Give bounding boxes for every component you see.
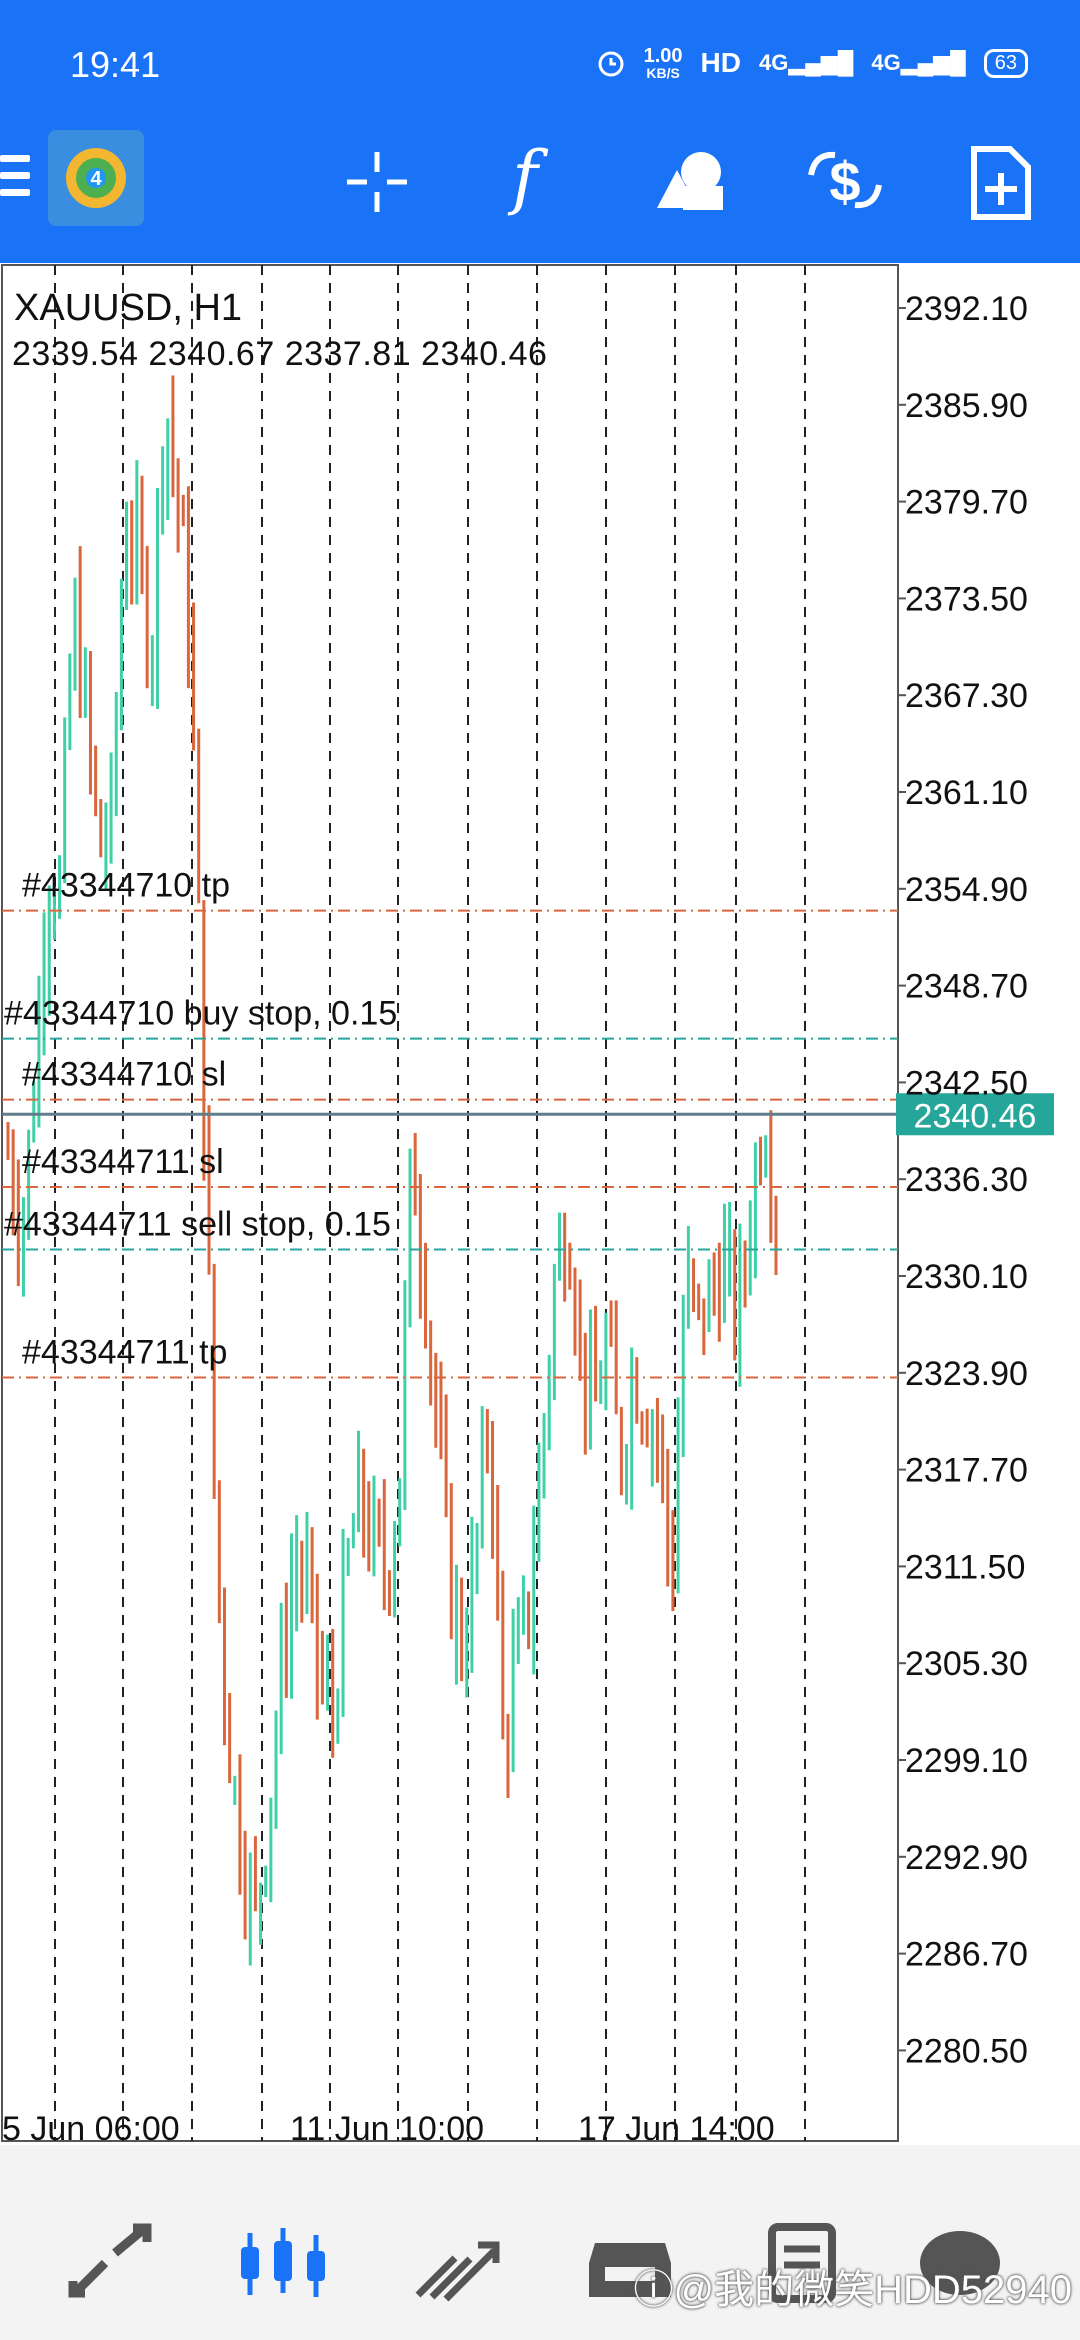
price-axis-label: 2392.10 [905,290,1028,328]
price-axis-label: 2311.50 [905,1548,1025,1586]
hd-indicator: HD [700,47,741,78]
price-axis-label: 2361.10 [905,774,1028,812]
price-axis-label: 2330.10 [905,1258,1028,1296]
journal-tab-icon[interactable] [760,2223,850,2303]
chart-symbol: XAUUSD, H1 [14,287,243,329]
bottom-navigation: ⓘ@我的微笑HDD52940 [0,2145,1080,2340]
price-axis-label: 2354.90 [905,871,1028,909]
alarm-icon [598,51,624,77]
current-price-badge [896,1093,1054,1136]
price-axis-label: 2323.90 [905,1355,1028,1393]
status-time: 19:41 [70,44,161,85]
price-axis-label: 2280.50 [905,2032,1028,2070]
order-line-label: #43344710 tp [22,867,230,905]
svg-text:4: 4 [90,168,102,190]
price-axis-label: 2292.90 [905,1839,1028,1877]
price-axis-label: 2299.10 [905,1742,1028,1780]
network-speed: 1.00 KB/S [643,45,683,81]
chart-tab-icon[interactable] [238,2223,328,2303]
price-axis-label: 2367.30 [905,677,1028,715]
price-axis-label: 2305.30 [905,1645,1028,1683]
top-app-bar: 19:41 1.00 KB/S HD 4G▂▄▆█ 4G▂▄▆█ 63 4 f … [0,0,1080,263]
price-axis-label: 2348.70 [905,968,1028,1006]
signal-4g-icon: 4G▂▄▆█ [759,50,854,75]
status-icons: 1.00 KB/S HD 4G▂▄▆█ 4G▂▄▆█ 63 [596,46,1028,80]
chart-canvas[interactable]: #43344710 tp #43344710 buy stop, 0.15 #433… [0,263,1080,2145]
indicators-icon[interactable]: f [512,136,538,218]
signal-4g-icon-2: 4G▂▄▆█ [871,50,966,75]
price-axis-label: 2379.70 [905,484,1028,522]
trade-icon[interactable]: $ [805,145,885,215]
battery-icon: 63 [983,48,1028,78]
time-axis-label: 5 Jun 06:00 [2,2110,180,2145]
price-chart[interactable]: #43344710 tp #43344710 buy stop, 0.15 #433… [0,263,1080,2145]
price-axis-label: 2373.50 [905,580,1028,618]
price-axis-label: 2286.70 [905,1936,1028,1974]
price-axis-label: 2385.90 [905,387,1028,425]
time-axis-label: 17 Jun 14:00 [578,2110,775,2145]
objects-icon[interactable] [655,148,725,212]
current-price-label: 2340.46 [914,1097,1037,1135]
time-axis-label: 11 Jun 10:00 [290,2110,484,2145]
order-line-label: #43344710 sl [22,1056,226,1094]
new-order-icon[interactable] [970,145,1032,221]
price-axis-label: 2342.50 [905,1064,1028,1102]
history-tab-icon[interactable] [585,2223,675,2303]
menu-icon[interactable] [0,155,30,206]
crosshair-icon[interactable] [345,150,409,214]
order-line-label: #43344711 sell stop, 0.15 [4,1205,391,1243]
watermark: ⓘ@我的微笑HDD52940 [633,2268,1073,2312]
order-line-label: #43344710 buy stop, 0.15 [4,995,397,1033]
order-line-label: #43344711 sl [22,1143,224,1181]
order-line-label: #43344711 tp [22,1333,227,1371]
chart-frame [1,264,899,2142]
quotes-tab-icon[interactable] [65,2223,155,2303]
chart-ohlc: 2339.54 2340.67 2337.81 2340.46 [12,335,548,373]
messages-tab-icon[interactable] [915,2223,1005,2303]
price-axis-label: 2317.70 [905,1452,1028,1490]
metatrader-logo-icon[interactable]: 4 [48,130,144,226]
price-axis-label: 2336.30 [905,1161,1028,1199]
trade-tab-icon[interactable] [410,2223,500,2303]
